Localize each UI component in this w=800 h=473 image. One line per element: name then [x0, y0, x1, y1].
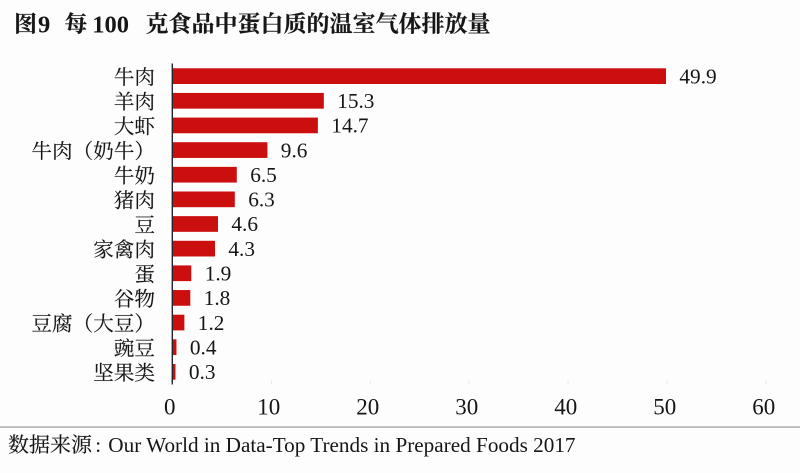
- svg-text::: :: [95, 433, 101, 457]
- svg-text:49.9: 49.9: [679, 64, 716, 88]
- svg-text:9.6: 9.6: [281, 138, 308, 162]
- svg-text:4.3: 4.3: [228, 237, 255, 261]
- svg-text:1.8: 1.8: [204, 286, 231, 310]
- svg-text:40: 40: [554, 394, 577, 419]
- svg-text:60: 60: [752, 394, 775, 419]
- svg-text:20: 20: [356, 394, 379, 419]
- svg-text:10: 10: [257, 394, 280, 419]
- svg-text:1.9: 1.9: [205, 262, 232, 286]
- svg-text:100: 100: [92, 12, 129, 39]
- svg-text:1.2: 1.2: [198, 311, 225, 335]
- svg-text:4.6: 4.6: [231, 212, 258, 236]
- svg-text:14.7: 14.7: [331, 114, 369, 138]
- svg-text:0.3: 0.3: [189, 360, 216, 384]
- svg-text:6.3: 6.3: [248, 188, 275, 212]
- svg-text:15.3: 15.3: [337, 89, 374, 113]
- svg-text:0: 0: [164, 394, 176, 419]
- svg-text:6.5: 6.5: [250, 163, 277, 187]
- svg-text:Our World in Data-Top Trends i: Our World in Data-Top Trends in Prepared…: [108, 433, 575, 457]
- svg-text:9: 9: [38, 12, 50, 39]
- svg-text:30: 30: [455, 394, 478, 419]
- svg-text:0.4: 0.4: [190, 335, 217, 359]
- svg-text:50: 50: [653, 394, 676, 419]
